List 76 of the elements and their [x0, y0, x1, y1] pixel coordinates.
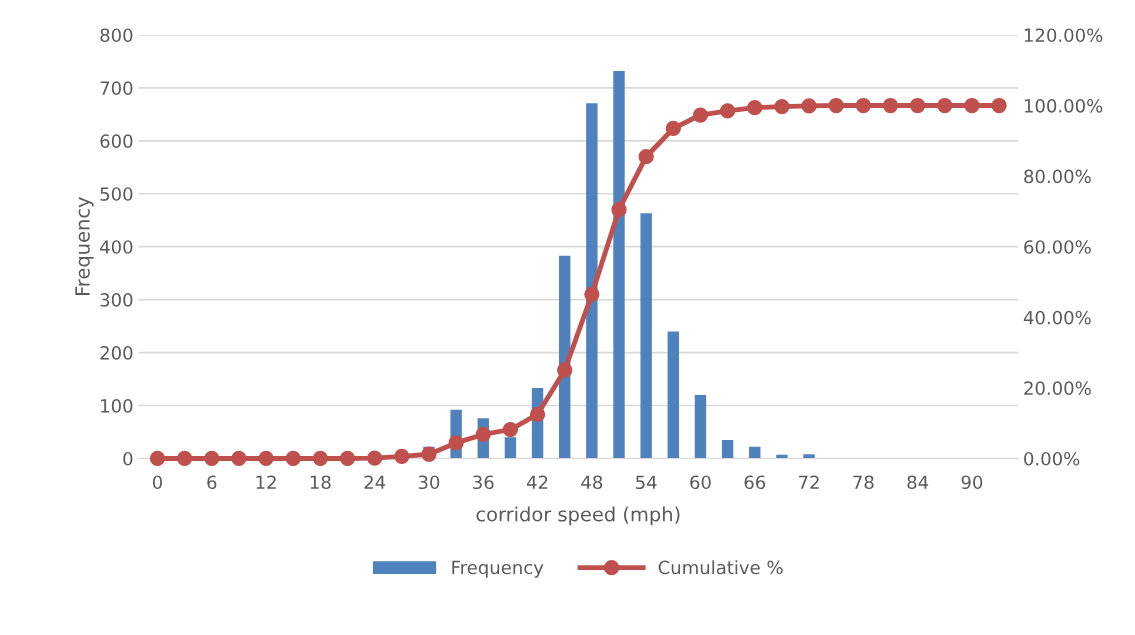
point [964, 97, 980, 114]
point [692, 107, 709, 123]
point [747, 99, 763, 116]
x-tick-label: 6 [207, 475, 217, 490]
point [258, 450, 274, 467]
point [312, 450, 329, 467]
point [910, 97, 926, 114]
point [339, 450, 356, 467]
legend-label: Cumulative % [658, 560, 783, 575]
y-tick-label: 100 [101, 398, 133, 413]
point [665, 120, 681, 137]
y-tick-label: 0 [123, 451, 133, 466]
x-tick-label: 54 [636, 475, 657, 490]
y-tick-label: 200 [100, 346, 133, 360]
bar [694, 394, 707, 459]
point [611, 201, 627, 218]
point [991, 97, 1007, 114]
bar [504, 437, 517, 459]
x-tick-label: 0 [152, 475, 163, 490]
y-axis-title: Frequency [75, 197, 94, 296]
point [394, 448, 410, 464]
point [855, 97, 871, 114]
point [448, 435, 464, 451]
point [801, 98, 817, 114]
point [774, 98, 790, 115]
point [828, 97, 844, 114]
point [638, 149, 654, 165]
point [529, 406, 546, 422]
y2-tick-label: 100.00% [1024, 98, 1103, 113]
x-tick-label: 66 [744, 475, 766, 490]
point [882, 97, 899, 114]
y2-tick-label: 40.00% [1023, 310, 1091, 325]
x-tick-label: 90 [961, 475, 983, 490]
point [149, 450, 166, 467]
y2-tick-label: 60.00% [1024, 240, 1091, 254]
y-tick-label: 500 [100, 187, 133, 201]
bar [613, 70, 625, 459]
bar [721, 439, 734, 459]
bar [640, 213, 652, 459]
x-tick-label: 78 [853, 475, 874, 490]
point [367, 450, 383, 466]
y2-tick-label: 20.00% [1024, 381, 1091, 395]
y-tick-label: 700 [100, 81, 133, 95]
x-tick-label: 12 [256, 475, 276, 489]
point [231, 450, 247, 467]
y2-tick-label: 0.00% [1024, 451, 1080, 466]
y-tick-label: 800 [100, 28, 133, 43]
point [285, 450, 301, 467]
point [502, 421, 519, 438]
point [204, 450, 220, 467]
bar [667, 331, 679, 459]
bar [586, 103, 598, 459]
x-axis-title: corridor speed (mph) [476, 506, 680, 526]
x-tick-label: 18 [310, 475, 331, 490]
point [557, 362, 573, 378]
y2-tick-label: 80.00% [1024, 169, 1091, 184]
x-tick-label: 48 [581, 475, 603, 490]
x-tick-label: 84 [907, 475, 929, 490]
point [475, 426, 491, 443]
y-tick-label: 600 [100, 134, 133, 148]
bar [749, 446, 761, 459]
x-tick-label: 72 [799, 475, 819, 489]
x-tick-label: 60 [690, 475, 711, 490]
x-tick-label: 36 [473, 475, 494, 490]
point [719, 103, 736, 119]
legend-label: Frequency [452, 560, 544, 578]
y-tick-label: 400 [100, 240, 133, 254]
x-tick-label: 24 [364, 475, 386, 489]
y2-tick-label: 120.00% [1024, 28, 1103, 43]
bar [803, 454, 815, 459]
x-tick-label: 30 [418, 475, 440, 490]
point [584, 286, 600, 302]
x-tick-label: 42 [526, 475, 548, 489]
point [937, 97, 953, 114]
point [176, 450, 193, 467]
y-tick-label: 300 [100, 293, 133, 307]
